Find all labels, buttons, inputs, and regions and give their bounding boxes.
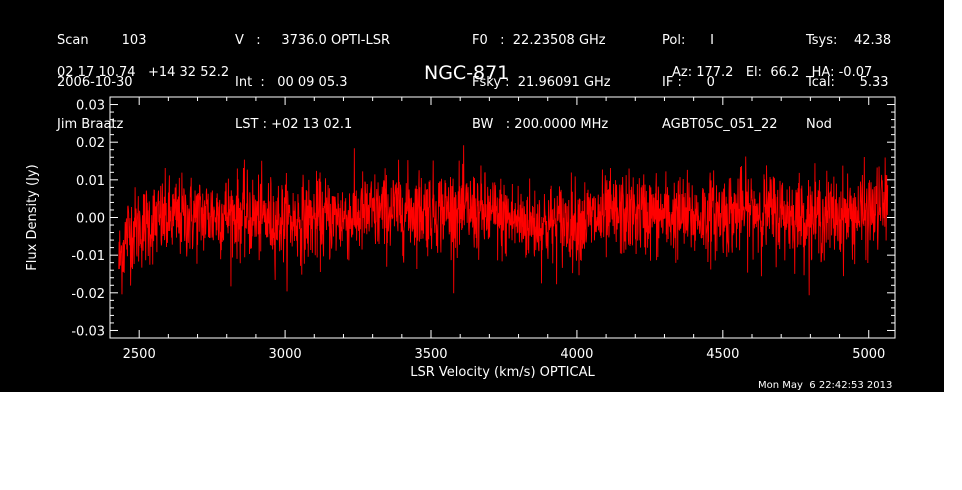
- source-title: NGC-871: [424, 62, 510, 84]
- timestamp: Mon May 6 22:42:53 2013: [758, 380, 893, 391]
- polarization-info: Pol: I IF : 0 AGBT05C_051_22: [662, 6, 778, 160]
- y-axis-label: Flux Density (Jy): [25, 164, 40, 270]
- plot-window: Scan 103 2006-10-30 Jim Braatz V : 3736.…: [0, 0, 944, 392]
- scan-line: Scan 103: [57, 33, 147, 48]
- procedure-line: Nod: [806, 117, 832, 132]
- spectrum-chart: 2500 3000 3500 4000 4500 5000 -0.03 -0.02 -0.01 0…: [25, 96, 896, 380]
- x-axis-label: LSR Velocity (km/s) OPTICAL: [410, 365, 595, 380]
- y-tick-label: 0.01: [76, 174, 105, 189]
- integration-line: Int : 00 09 05.3: [235, 75, 348, 90]
- y-tick-label: 0.02: [76, 136, 105, 151]
- y-tick-label: 0.03: [76, 99, 105, 114]
- polarization-line: Pol: I: [662, 33, 714, 48]
- tick-layer: 2500 3000 3500 4000 4500 5000 -0.03 -0.02 -0.01 0…: [71, 96, 895, 362]
- y-tick-label: -0.01: [71, 249, 105, 264]
- scan-info: Scan 103 2006-10-30 Jim Braatz: [57, 6, 146, 160]
- tsys-line: Tsys: 42.38: [806, 33, 892, 48]
- sky-frequency-line: Fsky : 21.96091 GHz: [472, 75, 611, 90]
- date-line: 2006-10-30: [57, 75, 133, 90]
- x-tick-label: 4500: [706, 347, 739, 362]
- x-tick-label: 3500: [414, 347, 447, 362]
- tcal-line: Tcal: 5.33: [806, 75, 889, 90]
- rest-frequency-line: F0 : 22.23508 GHz: [472, 33, 606, 48]
- pointing-info: Az: 177.2 El: 66.2 HA: -0.07: [672, 65, 873, 80]
- bandwidth-line: BW : 200.0000 MHz: [472, 117, 609, 132]
- observer-line: Jim Braatz: [57, 117, 124, 132]
- x-tick-label: 5000: [852, 347, 885, 362]
- x-tick-label: 3000: [269, 347, 302, 362]
- project-line: AGBT05C_051_22: [662, 117, 778, 132]
- y-tick-label: 0.00: [76, 212, 105, 227]
- y-tick-label: -0.03: [71, 324, 105, 339]
- x-tick-label: 2500: [123, 347, 156, 362]
- y-tick-label: -0.02: [71, 287, 105, 302]
- spectrum-trace: [118, 145, 889, 296]
- frequency-info: F0 : 22.23508 GHz Fsky : 21.96091 GHz BW…: [472, 6, 611, 160]
- lst-line: LST : +02 13 02.1: [235, 117, 353, 132]
- source-coordinates: 02 17 10.74 +14 32 52.2: [57, 65, 230, 80]
- velocity-info: V : 3736.0 OPTI-LSR Int : 00 09 05.3 LST…: [235, 6, 390, 160]
- x-tick-label: 4000: [560, 347, 593, 362]
- if-line: IF : 0: [662, 75, 715, 90]
- spectrum-trace-layer: [118, 145, 889, 296]
- velocity-line: V : 3736.0 OPTI-LSR: [235, 33, 391, 48]
- system-info: Tsys: 42.38 Tcal: 5.33 Nod: [806, 6, 891, 160]
